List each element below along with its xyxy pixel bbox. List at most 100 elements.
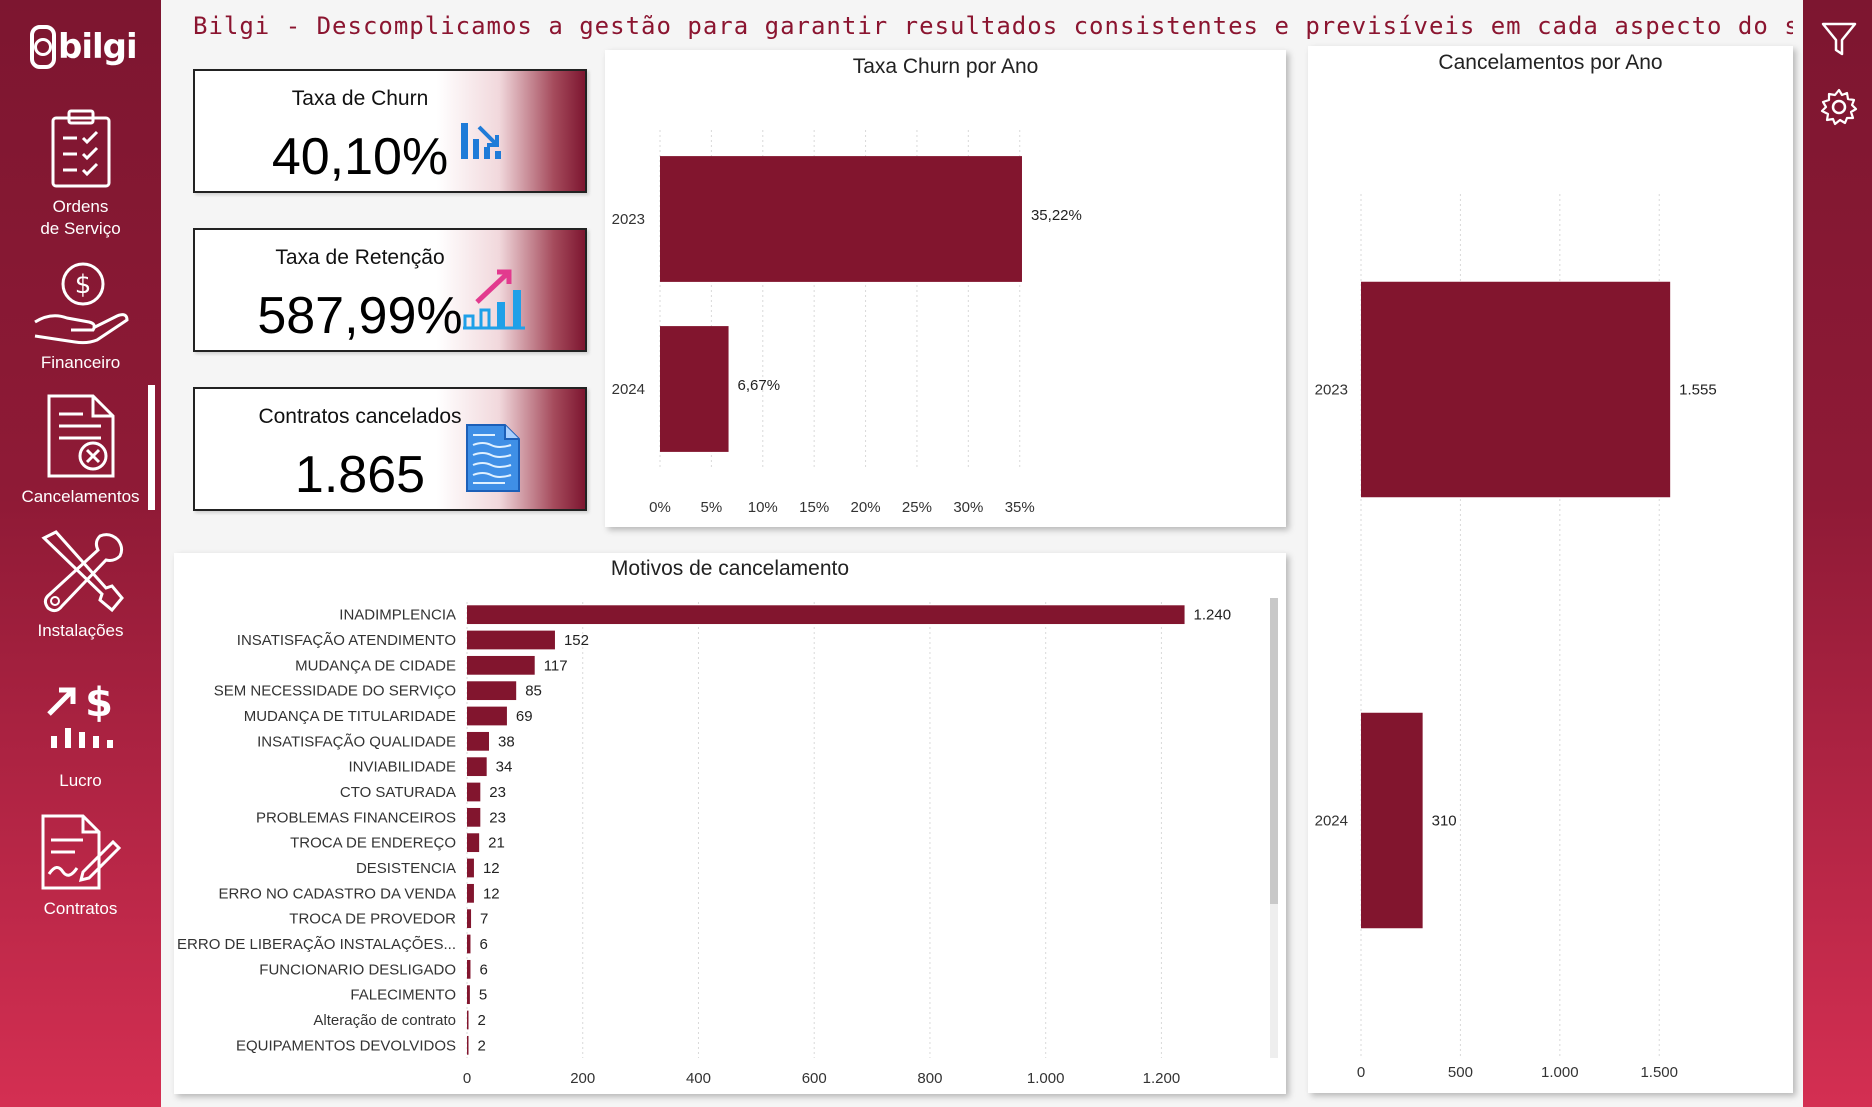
bar[interactable] (467, 655, 535, 675)
nav-item-financeiro[interactable]: $ Financeiro (0, 260, 161, 374)
x-tick-label: 200 (570, 1070, 595, 1087)
reasons-chart: 0 200 400 600 800 1.000 1.200 INADIMPLENCIA 1.24… (177, 602, 1231, 1087)
document-cancel-icon (47, 394, 114, 478)
nav-label-cancelamentos: Cancelamentos (21, 487, 140, 506)
x-tick-label: 30% (953, 499, 983, 516)
kpi-value-churn: 40,10% (271, 128, 449, 186)
nav-label-financeiro: Financeiro (40, 353, 121, 372)
category-label: ERRO NO CADASTRO DA VENDA (218, 885, 456, 902)
bar[interactable] (467, 934, 471, 954)
nav-label-instalacoes: Instalações (37, 621, 124, 640)
category-label: MUDANÇA DE CIDADE (295, 657, 456, 674)
left-navigation: bilgi Ordens de Serviço $ Fina (0, 0, 161, 1107)
bar[interactable] (467, 757, 487, 777)
filter-button[interactable] (1820, 20, 1858, 58)
data-label: 6 (479, 936, 487, 953)
data-label: 310 (1432, 813, 1457, 830)
data-label: 12 (483, 885, 500, 902)
x-tick-label: 35% (1005, 499, 1035, 516)
kpi-card-churn[interactable]: Taxa de Churn 40,10% (193, 69, 587, 193)
chart-down-icon (461, 123, 501, 159)
data-label: 38 (498, 733, 515, 750)
nav-item-lucro[interactable]: $ Lucro (0, 680, 161, 792)
gear-icon (1820, 88, 1858, 126)
bar[interactable] (467, 883, 474, 903)
category-label: 2024 (612, 381, 645, 398)
bar[interactable] (660, 326, 729, 452)
bar[interactable] (467, 858, 474, 878)
bar[interactable] (467, 731, 489, 751)
category-label: INVIABILIDADE (348, 759, 456, 776)
category-label: INSATISFAÇÃO ATENDIMENTO (237, 632, 456, 649)
logo-hex-icon (30, 25, 56, 69)
bar[interactable] (467, 605, 1185, 625)
reasons-scrollbar[interactable] (1270, 598, 1278, 1058)
data-label: 6 (479, 961, 487, 978)
churn-chart: 0% 5% 10% 15% 20% 25% 30% 35% 2023 35,22% 2024 6,67… (612, 130, 1082, 516)
nav-item-ordens-de-servico[interactable]: Ordens de Serviço (0, 108, 161, 240)
category-label: FALECIMENTO (350, 987, 456, 1004)
bar[interactable] (467, 959, 471, 979)
svg-text:$: $ (85, 680, 113, 726)
category-label: MUDANÇA DE TITULARIDADE (244, 708, 456, 725)
bar[interactable] (467, 833, 480, 853)
category-label: Alteração de contrato (313, 1012, 456, 1029)
x-tick-label: 0 (1357, 1064, 1365, 1081)
data-label: 2 (478, 1012, 486, 1029)
hand-money-icon: $ (33, 262, 129, 345)
data-label: 6,67% (738, 377, 781, 394)
category-label: SEM NECESSIDADE DO SERVIÇO (214, 683, 456, 700)
category-label: PROBLEMAS FINANCEIROS (256, 809, 456, 826)
kpi-card-contratos-cancelados[interactable]: Contratos cancelados 1.865 (193, 387, 587, 511)
category-label: ERRO DE LIBERAÇÃO INSTALAÇÕES... (177, 936, 456, 953)
data-label: 152 (564, 632, 589, 649)
kpi-title-churn: Taxa de Churn (291, 87, 429, 110)
contract-sign-icon (41, 814, 121, 890)
x-tick-label: 0% (649, 499, 671, 516)
cancellations-by-year-panel: Cancelamentos por Ano 0 500 1.000 1.500 2023… (1308, 46, 1793, 1093)
bar[interactable] (467, 909, 472, 929)
kpi-card-retencao[interactable]: Taxa de Retenção 587,99% (193, 228, 587, 352)
bar[interactable] (467, 681, 517, 701)
category-label: 2023 (612, 211, 645, 228)
settings-button[interactable] (1820, 88, 1858, 126)
x-tick-label: 1.000 (1541, 1064, 1579, 1081)
bar[interactable] (467, 706, 507, 726)
data-label: 7 (480, 911, 488, 928)
reasons-chart-title: Motivos de cancelamento (610, 557, 850, 580)
data-label: 21 (488, 835, 505, 852)
category-label: INADIMPLENCIA (339, 607, 456, 624)
bar[interactable] (467, 1035, 469, 1055)
bar[interactable] (467, 807, 481, 827)
churn-chart-title: Taxa Churn por Ano (852, 55, 1039, 78)
bilgi-logo[interactable]: bilgi (30, 18, 138, 76)
data-label: 117 (544, 657, 568, 674)
bar[interactable] (467, 630, 555, 650)
category-label: FUNCIONARIO DESLIGADO (259, 961, 456, 978)
x-tick-label: 600 (802, 1070, 827, 1087)
category-label: INSATISFAÇÃO QUALIDADE (257, 733, 456, 750)
nav-label-ordens: Ordens de Serviço (40, 197, 121, 238)
logo-text: bilgi (58, 27, 138, 67)
reasons-scroll-thumb[interactable] (1270, 598, 1278, 904)
x-tick-label: 1.000 (1027, 1070, 1065, 1087)
bar[interactable] (467, 782, 481, 802)
category-label: 2023 (1315, 382, 1348, 399)
bar[interactable] (467, 1010, 469, 1030)
nav-item-instalacoes[interactable]: Instalações (0, 528, 161, 642)
bar[interactable] (1361, 281, 1671, 498)
x-tick-label: 5% (701, 499, 723, 516)
nav-item-contratos[interactable]: Contratos (0, 812, 161, 920)
nav-item-cancelamentos[interactable]: Cancelamentos (0, 392, 161, 508)
tools-icon (40, 530, 124, 613)
category-label: TROCA DE PROVEDOR (289, 911, 456, 928)
kpi-value-retencao: 587,99% (257, 287, 463, 345)
document-icon (466, 424, 520, 492)
bar[interactable] (1361, 712, 1423, 929)
bar[interactable] (467, 985, 470, 1005)
data-label: 35,22% (1031, 207, 1082, 224)
x-tick-label: 0 (463, 1070, 471, 1087)
cancellations-chart-title: Cancelamentos por Ano (1438, 51, 1663, 74)
bar[interactable] (660, 156, 1022, 282)
